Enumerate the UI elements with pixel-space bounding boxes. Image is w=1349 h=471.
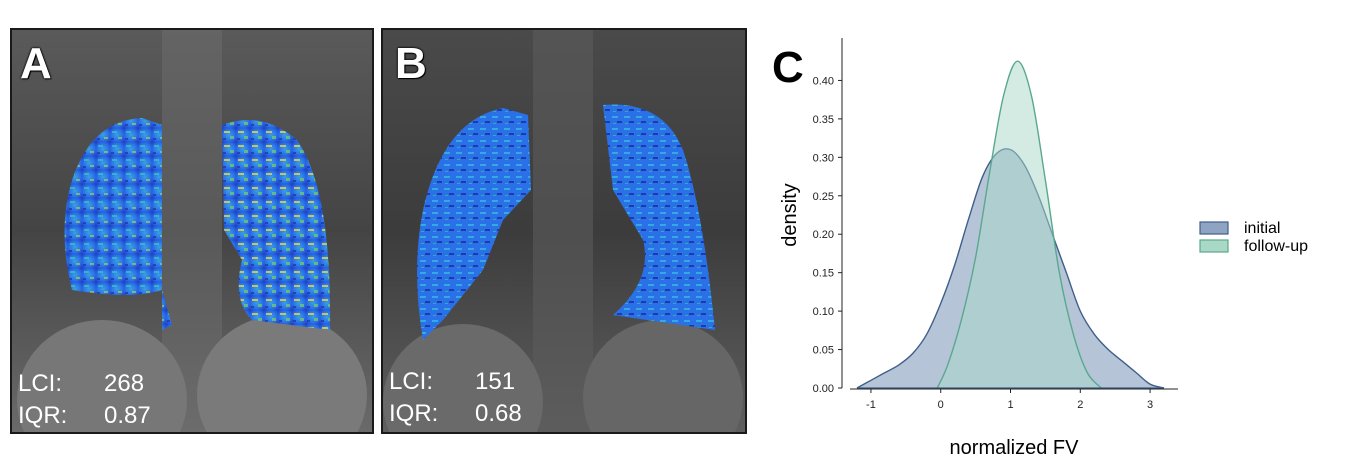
y-tick-label: 0.00: [813, 383, 834, 395]
lci-label-b: LCI:: [389, 368, 434, 395]
y-tick-label: 0.25: [813, 191, 834, 203]
y-tick-label: 0.10: [813, 306, 834, 318]
mri-panel-a: A LCI: 268 IQR: 0.87: [10, 28, 374, 434]
lci-value-a: 268: [104, 370, 145, 397]
y-tick-label: 0.20: [813, 229, 834, 241]
panel-label-c: C: [772, 43, 804, 92]
series-line-follow-up: [936, 60, 1102, 389]
x-tick-label: 3: [1147, 399, 1153, 411]
y-tick-label: 0.05: [813, 345, 834, 357]
y-axis: 0.00 0.05 0.10 0.15 0.20 0.25 0.30 0.35 0.40: [813, 38, 843, 395]
iqr-label-b: IQR:: [389, 400, 439, 427]
y-tick-label: 0.30: [813, 152, 834, 164]
legend-swatch-initial: [1199, 221, 1229, 235]
plot-area: [856, 60, 1165, 389]
lci-label-a: LCI:: [18, 370, 63, 397]
y-axis-label: density: [779, 183, 801, 246]
x-tick-label: -1: [866, 399, 876, 411]
y-tick-label: 0.35: [813, 114, 834, 126]
series-area-follow-up: [937, 61, 1102, 388]
x-tick-label: 2: [1077, 399, 1083, 411]
legend-swatch-follow-up: [1199, 239, 1229, 253]
density-chart: C 0.00 0.05 0.10 0.15 0.20 0.25 0.30 0.35 0.40 -…: [772, 38, 1308, 459]
mri-panel-b: B LCI: 151 IQR: 0.68: [381, 28, 747, 434]
iqr-value-b: 0.68: [475, 400, 522, 427]
panel-label-a: A: [20, 39, 52, 88]
x-tick-label: 0: [938, 399, 944, 411]
x-axis-label: normalized FV: [950, 437, 1080, 459]
lung-ventilation-image-b: [383, 30, 745, 432]
x-tick-label: 1: [1007, 399, 1013, 411]
y-tick-label: 0.15: [813, 268, 834, 280]
iqr-value-a: 0.87: [104, 402, 151, 429]
legend-label-follow-up: follow-up: [1244, 238, 1308, 255]
lci-value-b: 151: [475, 368, 516, 395]
legend-label-initial: initial: [1244, 220, 1280, 237]
panel-label-b: B: [395, 39, 427, 88]
lung-ventilation-image-a: [12, 30, 372, 432]
iqr-label-a: IQR:: [18, 402, 68, 429]
x-axis: -1 0 1 2 3: [850, 388, 1178, 411]
y-tick-label: 0.40: [813, 75, 834, 87]
